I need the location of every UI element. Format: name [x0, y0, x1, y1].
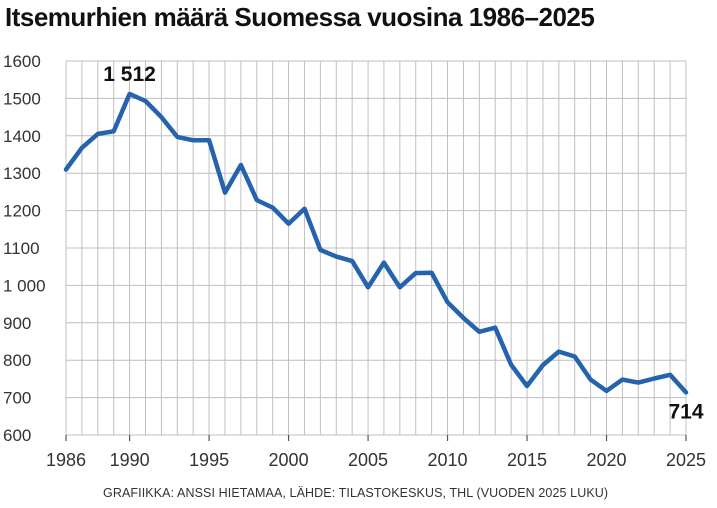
y-tick-label: 1600 [3, 52, 41, 71]
y-tick-label: 1400 [3, 127, 41, 146]
grid-lines [65, 60, 687, 436]
y-tick-label: 1100 [3, 239, 40, 258]
x-tick-label: 2025 [666, 450, 706, 470]
x-tick-label: 2005 [348, 450, 388, 470]
annotations: 1 512 714 [103, 63, 704, 423]
x-tick-label: 2010 [428, 450, 468, 470]
data-label: 1 512 [103, 63, 156, 86]
x-tick-label: 2015 [507, 450, 547, 470]
chart-title: Itsemurhien määrä Suomessa vuosina 1986–… [5, 2, 595, 32]
source-credit: GRAFIIKKA: ANSSI HIETAMAA, LÄHDE: TILAST… [103, 486, 609, 500]
x-tick-label: 1990 [110, 450, 150, 470]
x-tick-label: 1995 [189, 450, 229, 470]
y-tick-label: 1200 [3, 202, 41, 221]
series-line [63, 91, 689, 395]
y-tick-label: 700 [3, 389, 31, 408]
y-tick-label: 800 [3, 351, 31, 370]
x-axis-ticks: 1986 1990 1995 2000 2005 2010 2015 2020 2025 [46, 435, 706, 470]
y-tick-label: 1500 [3, 89, 41, 108]
y-axis-ticks: 600 700 800 900 1 000 1100 1200 1300 1400 1500 160… [3, 52, 46, 445]
y-tick-label: 600 [3, 426, 31, 445]
data-label: 714 [668, 400, 703, 423]
y-tick-label: 1 000 [3, 276, 46, 295]
x-tick-label: 2020 [586, 450, 626, 470]
y-tick-label: 900 [3, 314, 31, 333]
series-layer [63, 91, 689, 395]
y-tick-label: 1300 [3, 164, 41, 183]
x-tick-label: 1986 [46, 450, 86, 470]
x-tick-label: 2000 [269, 450, 309, 470]
